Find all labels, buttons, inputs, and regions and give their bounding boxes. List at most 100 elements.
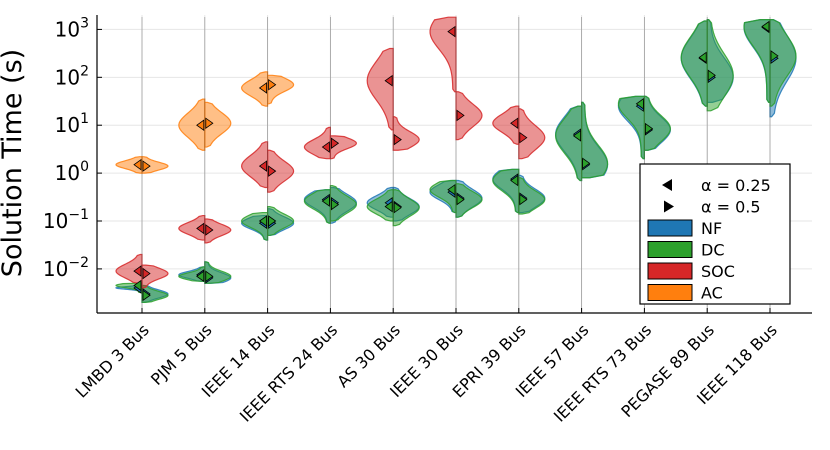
median-marker-left: [258, 215, 267, 227]
y-tick-label: 10−2: [43, 255, 89, 281]
median-marker-left: [196, 222, 205, 235]
violin-right: [392, 189, 420, 227]
violin-left: [492, 105, 520, 145]
violin-right: [267, 149, 295, 193]
median-marker-right: [519, 193, 528, 206]
median-marker-right: [393, 133, 402, 146]
violin-right: [267, 74, 295, 105]
median-marker-right: [519, 131, 528, 144]
violin-right: [455, 183, 483, 218]
median-marker-right: [456, 193, 465, 206]
violin-right: [706, 19, 734, 112]
median-marker-right: [645, 122, 654, 135]
median-marker-left: [384, 74, 393, 87]
legend-swatch-ac: [647, 284, 693, 301]
median-marker-right: [331, 137, 340, 150]
violin-right: [518, 177, 546, 215]
legend-marker-right: [664, 200, 674, 213]
median-marker-right: [582, 157, 591, 170]
median-marker-right: [205, 117, 214, 130]
violin-right: [769, 19, 797, 107]
violin-right: [141, 156, 169, 174]
violin-left: [366, 47, 394, 131]
violin-right: [329, 184, 358, 222]
median-marker-left: [572, 130, 581, 142]
legend-label: α = 0.25: [701, 176, 771, 195]
median-marker-left: [384, 200, 393, 213]
median-marker-right: [770, 50, 779, 62]
violin-right: [329, 135, 358, 160]
x-tick-label: LMBD 3 Bus: [72, 320, 153, 401]
legend-swatch-dc: [647, 241, 693, 258]
median-marker-right: [268, 165, 277, 177]
median-marker-left: [761, 20, 770, 33]
median-marker-right: [331, 198, 340, 211]
median-marker-left: [635, 98, 644, 110]
violin-right: [267, 205, 295, 237]
y-tick-label: 103: [55, 15, 89, 41]
median-marker-left: [447, 25, 456, 38]
violin-right: [204, 101, 232, 148]
violin-left: [240, 141, 269, 189]
median-marker-left: [196, 119, 205, 131]
median-marker-right: [707, 69, 716, 82]
y-axis-label: Solution Time (s): [0, 49, 28, 277]
legend-swatch-soc: [647, 262, 693, 280]
violin-left: [178, 98, 206, 151]
legend-label: NF: [701, 219, 722, 238]
median-marker-left: [133, 265, 142, 277]
median-marker-left: [447, 183, 456, 196]
legend-label: AC: [701, 284, 723, 303]
violins: [114, 16, 797, 311]
median-marker-left: [698, 51, 707, 64]
violin-right: [455, 91, 483, 141]
violin-right: [392, 116, 420, 151]
violin-left: [429, 16, 457, 93]
violin-left: [366, 189, 394, 222]
violin-left: [617, 95, 645, 160]
violin-left: [240, 71, 269, 107]
legend-swatch-nf: [647, 219, 693, 237]
median-marker-left: [510, 117, 519, 130]
violin-right: [518, 108, 546, 160]
violin-left: [115, 156, 143, 174]
violin-right: [643, 95, 671, 151]
median-marker-left: [258, 82, 267, 94]
median-marker-right: [142, 289, 151, 302]
series-soc: [115, 16, 546, 289]
y-tick-label: 101: [55, 111, 89, 137]
violin-left: [680, 20, 708, 107]
violin-right: [581, 101, 609, 179]
median-marker-left: [510, 174, 519, 187]
median-marker-right: [142, 160, 151, 172]
violin-left: [303, 126, 331, 160]
legend-label: DC: [701, 241, 725, 260]
legend-label: α = 0.5: [701, 198, 761, 217]
legend: α = 0.25 α = 0.5 NF DC SOC AC: [639, 163, 791, 305]
legend-marker-left: [662, 179, 672, 191]
violin-right: [204, 218, 232, 244]
y-tick-label: 10−1: [43, 207, 89, 233]
median-marker-left: [321, 195, 330, 207]
series-ac: [115, 71, 295, 174]
median-marker-left: [196, 270, 205, 283]
violin-right: [141, 264, 169, 289]
series-dc: [115, 19, 797, 303]
y-tick-label: 102: [55, 63, 89, 89]
violin-left: [555, 105, 583, 182]
median-marker-right: [205, 270, 214, 283]
median-marker-right: [268, 215, 277, 227]
median-marker-left: [321, 141, 330, 153]
median-marker-right: [393, 201, 402, 214]
median-marker-right: [268, 78, 277, 91]
median-marker-left: [258, 160, 267, 172]
median-marker-right: [456, 109, 465, 122]
violin-right: [141, 284, 169, 303]
violin-left: [743, 19, 771, 103]
median-marker-right: [205, 224, 214, 236]
violin-left: [115, 253, 143, 284]
median-marker-left: [133, 158, 142, 171]
median-marker-right: [142, 267, 151, 280]
